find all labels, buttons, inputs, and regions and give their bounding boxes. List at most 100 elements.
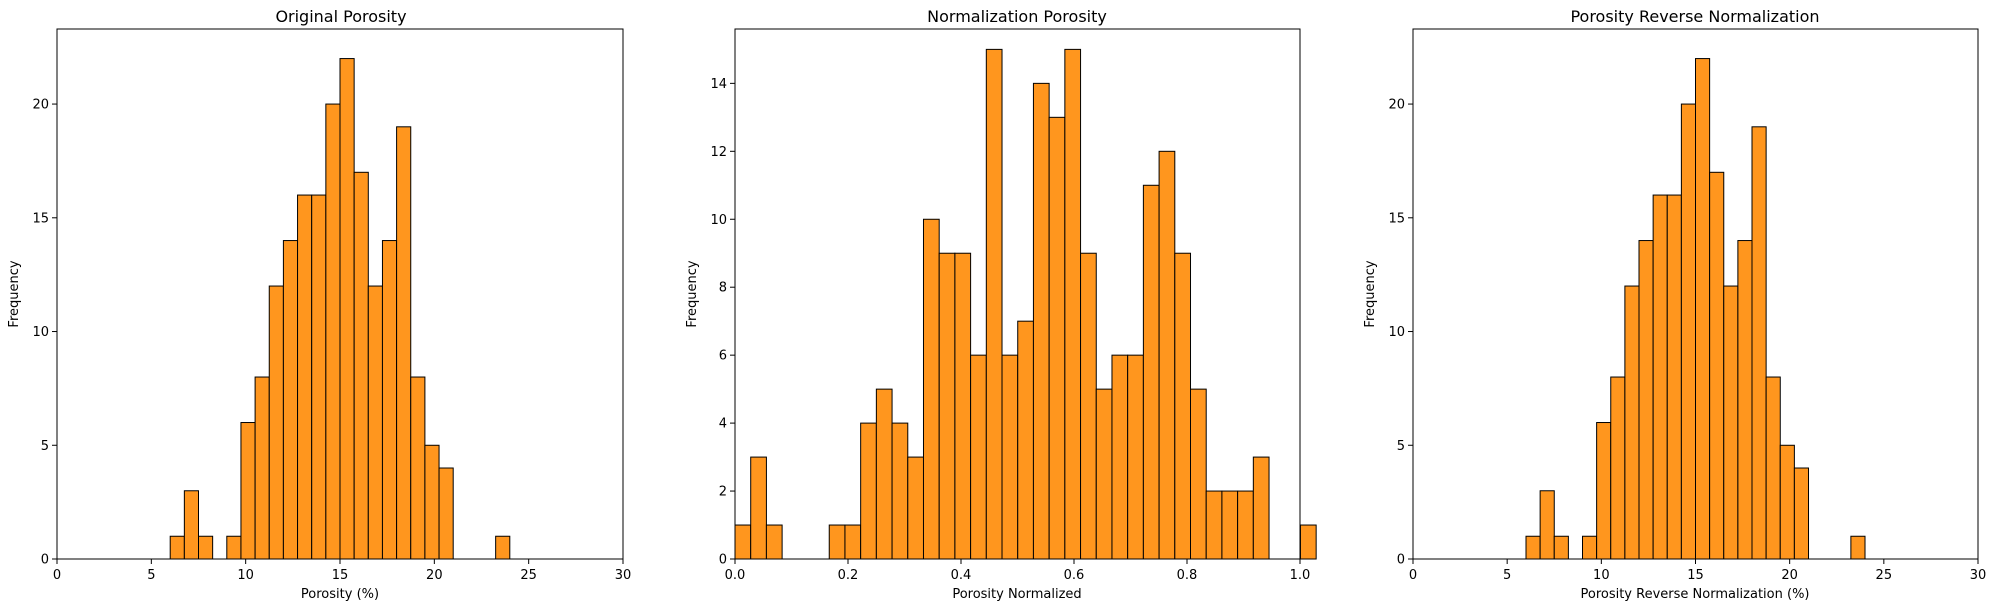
- y-tick-label: 12: [710, 145, 727, 160]
- y-tick-label: 14: [710, 77, 727, 92]
- x-tick-label: 0.2: [838, 568, 859, 583]
- y-tick-label: 6: [719, 349, 727, 364]
- histogram-bar: [922, 218, 940, 560]
- x-tick-label: 1.0: [1290, 568, 1311, 583]
- y-axis-label: Frequency: [685, 260, 700, 327]
- histogram-bar: [1237, 490, 1254, 560]
- histogram-bar: [1174, 252, 1192, 560]
- histogram-bar: [891, 422, 909, 560]
- histogram-bar: [311, 194, 327, 560]
- histogram-bar: [1723, 285, 1739, 560]
- plot-frame: [56, 28, 624, 560]
- histogram-bar: [1299, 524, 1317, 560]
- y-tick-label: 15: [1388, 211, 1405, 226]
- histogram-bar: [1596, 422, 1612, 560]
- histogram-bar: [765, 524, 783, 560]
- chart-title: Original Porosity: [275, 7, 406, 26]
- histogram-bar: [907, 456, 924, 560]
- x-tick-label: 0.0: [725, 568, 746, 583]
- histogram-bar: [381, 240, 398, 560]
- histogram-bar: [1017, 320, 1034, 560]
- plot-frame: [1412, 28, 1979, 560]
- histogram-bar: [268, 285, 284, 560]
- histogram-bar: [1610, 376, 1626, 560]
- histogram-bar: [1001, 354, 1019, 560]
- histogram-bar: [1032, 82, 1050, 560]
- y-tick-label: 2: [719, 485, 727, 500]
- x-axis-label: Porosity Reverse Normalization (%): [1580, 587, 1809, 602]
- histogram-bar: [424, 444, 440, 560]
- x-tick-label: 15: [1687, 568, 1704, 583]
- histogram-bar: [1751, 126, 1767, 560]
- histogram-bar: [1048, 116, 1066, 560]
- histogram-bar: [254, 376, 270, 560]
- x-tick-label: 30: [1970, 568, 1987, 583]
- y-tick-label: 15: [32, 211, 49, 226]
- histogram-bar: [353, 171, 369, 560]
- histogram-bar: [1709, 171, 1725, 560]
- x-axis-label: Porosity Normalized: [952, 587, 1081, 602]
- histogram-bar: [828, 524, 846, 560]
- y-axis-label: Frequency: [1363, 260, 1378, 327]
- histogram-bar: [1095, 388, 1113, 560]
- chart-title: Normalization Porosity: [927, 7, 1107, 26]
- y-tick-label: 0: [1397, 553, 1405, 568]
- histogram-bar: [970, 354, 987, 560]
- histogram-bar: [1553, 535, 1569, 560]
- histogram-bar: [367, 285, 383, 560]
- histogram-bar: [325, 103, 341, 560]
- x-axis-ticks: 0.0 0.2 0.4 0.6 0.8 1.0: [725, 559, 1311, 583]
- histogram-bar: [1652, 194, 1668, 560]
- x-tick-label: 20: [1781, 568, 1798, 583]
- x-tick-label: 0.8: [1177, 568, 1198, 583]
- x-axis-label: Porosity (%): [301, 587, 379, 602]
- y-tick-label: 0: [41, 553, 49, 568]
- subplot-porosity-reverse-normalization: Porosity Reverse Normalization 0 5 10 15 20 2…: [1363, 7, 1986, 602]
- x-axis-ticks: 0 5 10 15 20 25 30: [1409, 559, 1986, 583]
- histogram-bar: [240, 422, 256, 560]
- histogram-bars: [1525, 58, 1866, 560]
- histogram-bar: [297, 194, 313, 560]
- x-tick-label: 25: [520, 568, 537, 583]
- x-axis-ticks: 0 5 10 15 20 25 30: [53, 559, 631, 583]
- y-tick-label: 20: [1388, 98, 1405, 113]
- y-tick-label: 10: [1388, 325, 1405, 340]
- histogram-bar: [183, 490, 200, 560]
- histogram-bar: [1252, 456, 1270, 560]
- x-tick-label: 25: [1876, 568, 1893, 583]
- histogram-bar: [1737, 240, 1753, 560]
- subplot-original-porosity: Original Porosity 0 5 10 15 20 25 30 05101520 …: [7, 7, 631, 602]
- histogram-bar: [954, 252, 972, 560]
- x-tick-label: 0.4: [951, 568, 972, 583]
- y-tick-label: 10: [32, 325, 49, 340]
- x-tick-label: 10: [237, 568, 254, 583]
- histogram-bar: [1111, 354, 1129, 560]
- histogram-bar: [438, 467, 454, 560]
- y-tick-label: 20: [32, 98, 49, 113]
- histogram-bar: [410, 376, 426, 560]
- histogram-bar: [282, 240, 299, 560]
- histogram-bar: [1624, 285, 1640, 560]
- histogram-bar: [169, 535, 185, 560]
- y-axis-ticks: 0 5 10 15 20: [1388, 98, 1413, 568]
- x-tick-label: 5: [1503, 568, 1511, 583]
- histogram-bar: [1190, 388, 1207, 560]
- histogram-bar: [875, 388, 893, 560]
- histogram-bar: [1221, 490, 1239, 560]
- histogram-bar: [396, 126, 412, 560]
- histogram-bar: [1695, 58, 1711, 560]
- histogram-bar: [1680, 103, 1697, 560]
- histogram-bar: [495, 535, 511, 560]
- x-tick-label: 0: [53, 568, 61, 583]
- x-tick-label: 20: [426, 568, 443, 583]
- histogram-bar: [226, 535, 242, 560]
- y-axis-ticks: 0 5 10 15 20: [32, 98, 57, 568]
- histogram-bar: [1666, 194, 1682, 560]
- histogram-bar: [1064, 48, 1082, 560]
- y-tick-label: 8: [719, 281, 727, 296]
- x-tick-label: 15: [332, 568, 349, 583]
- y-tick-label: 4: [719, 417, 727, 432]
- histogram-bar: [1080, 252, 1097, 560]
- x-tick-label: 5: [147, 568, 155, 583]
